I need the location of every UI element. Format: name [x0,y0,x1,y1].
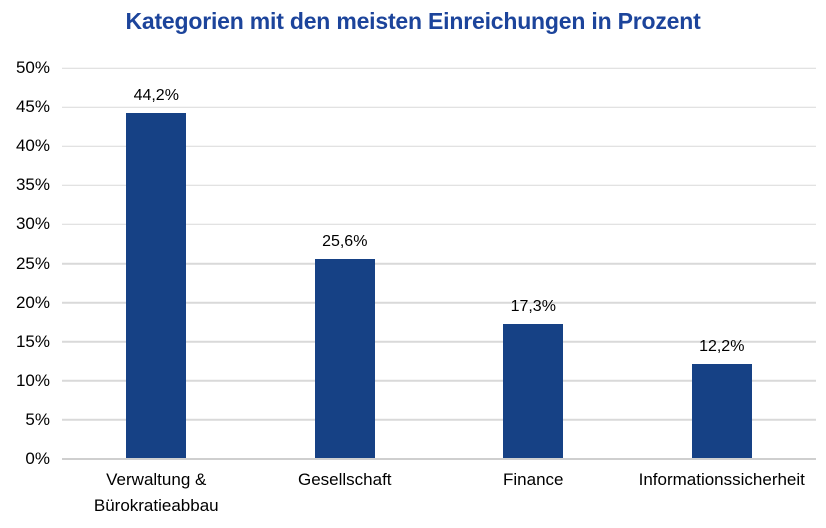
bar-value-label: 17,3% [510,297,556,315]
gridline [62,67,816,69]
chart-title: Kategorien mit den meisten Einreichungen… [125,8,701,34]
gridline [62,223,816,226]
x-axis-line [62,458,816,460]
y-axis-tick-label: 20% [15,292,50,312]
y-axis-tick-label: 25% [15,253,50,273]
x-axis-category-label: Finance [503,470,564,489]
plot-area: 44,2% 25,6% 17,3% 12,2% [62,67,816,460]
bar-slot: 12,2% [628,68,817,459]
gridline [62,380,816,382]
y-axis-tick-label: 50% [15,58,50,77]
bar [503,323,564,459]
gridline [62,340,816,343]
bars-group: 44,2% 25,6% 17,3% 12,2% [62,68,816,459]
gridline [62,301,816,304]
x-axis-category-label: Gesellschaft [297,470,392,489]
bar [126,113,187,459]
bar-value-label: 25,6% [322,232,368,250]
y-axis-tick-label: 15% [15,331,50,351]
y-axis-tick-label: 45% [15,97,50,117]
bar-value-label: 12,2% [699,337,745,355]
bar-slot: 17,3% [439,68,628,459]
bar-slot: 25,6% [251,68,440,459]
bar-value-label: 44,2% [133,87,179,105]
x-axis-labels: Verwaltung & Bürokratieabbau Gesellschaft… [62,467,816,520]
y-axis-tick-label: 10% [15,370,50,390]
y-axis-tick-label: 5% [25,409,50,429]
y-axis-tick-label: 0% [25,449,50,468]
gridline [62,184,816,187]
x-axis-category-label: Informationssicherheit [638,470,805,489]
x-axis-category-label: Verwaltung & Bürokratieabbau [93,470,219,516]
gridline [62,419,816,421]
gridline [62,145,816,147]
bar [314,258,375,459]
bar [691,363,752,459]
gridline [62,106,816,108]
y-axis-tick-label: 35% [15,175,50,195]
bar-slot: 44,2% [62,68,251,459]
y-axis-tick-label: 40% [15,136,50,156]
gridline [62,262,816,265]
y-axis-tick-label: 30% [15,214,50,234]
y-axis: 0% 5% 10% 15% 20% 25% 30% 35% 40% 45% 50% [0,58,50,468]
